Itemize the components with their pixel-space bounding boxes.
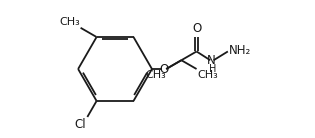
Text: Cl: Cl	[75, 118, 86, 131]
Text: CH₃: CH₃	[59, 17, 80, 27]
Text: N: N	[207, 54, 216, 67]
Text: CH₃: CH₃	[197, 71, 218, 80]
Text: O: O	[159, 63, 169, 75]
Text: CH₃: CH₃	[145, 71, 166, 80]
Text: O: O	[192, 22, 201, 35]
Text: NH₂: NH₂	[229, 44, 252, 57]
Text: H: H	[209, 64, 216, 75]
